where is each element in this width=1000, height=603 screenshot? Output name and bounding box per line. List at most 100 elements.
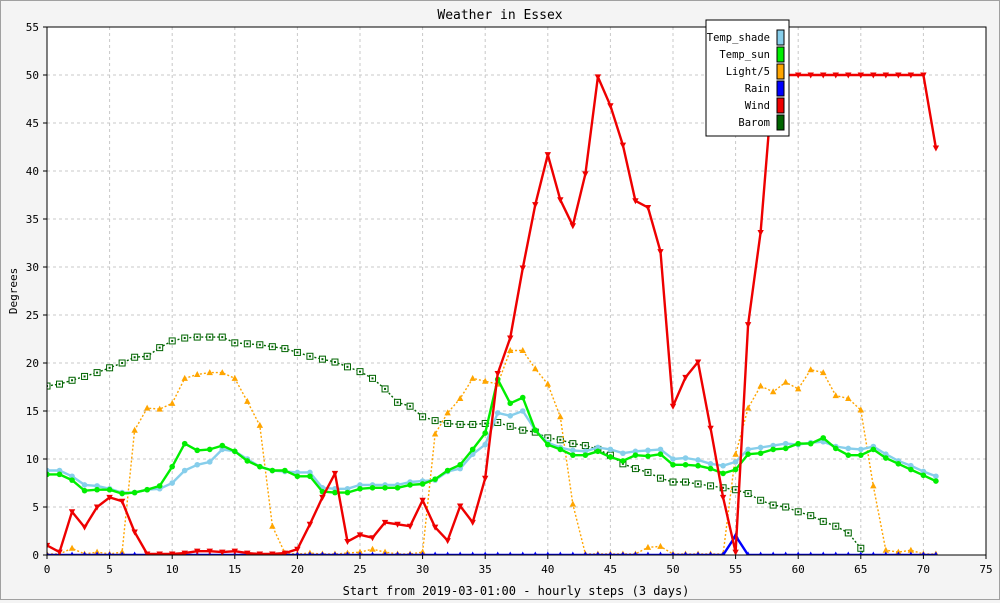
point-wind xyxy=(131,529,138,536)
point-barom-dot xyxy=(146,355,149,358)
point-temp-sun xyxy=(607,454,614,460)
point-light-5 xyxy=(744,404,752,411)
legend-label-light-5: Light/5 xyxy=(726,66,770,78)
point-barom-dot xyxy=(371,377,374,380)
point-light-5 xyxy=(882,546,890,553)
point-light-5 xyxy=(644,543,652,550)
point-barom-dot xyxy=(96,371,99,374)
point-wind xyxy=(544,152,551,159)
point-rain xyxy=(520,551,525,555)
point-wind xyxy=(68,509,76,516)
point-wind xyxy=(594,74,602,81)
point-barom-dot xyxy=(759,499,762,502)
point-wind xyxy=(431,524,439,531)
point-light-5 xyxy=(544,380,551,387)
point-wind xyxy=(294,546,301,553)
point-barom-dot xyxy=(571,442,574,445)
legend-swatch-rain xyxy=(776,80,785,97)
point-rain xyxy=(883,551,888,555)
point-rain xyxy=(708,551,713,555)
point-wind xyxy=(219,549,226,555)
x-tick-label: 65 xyxy=(854,563,867,576)
point-rain xyxy=(483,551,488,555)
point-rain xyxy=(95,551,99,555)
point-light-5 xyxy=(131,426,138,433)
point-wind xyxy=(507,335,514,342)
point-temp-sun xyxy=(119,490,125,497)
point-light-5 xyxy=(219,369,226,376)
point-temp-sun xyxy=(69,477,75,483)
point-wind xyxy=(244,550,251,555)
point-wind xyxy=(682,374,689,381)
point-wind xyxy=(394,521,401,528)
legend-label-temp-sun: Temp_sun xyxy=(719,49,770,61)
point-wind xyxy=(795,72,802,79)
point-wind xyxy=(619,142,627,149)
point-temp-shade xyxy=(933,473,939,480)
point-barom-dot xyxy=(221,336,224,339)
point-barom-dot xyxy=(659,477,662,480)
point-barom-dot xyxy=(271,345,274,348)
point-light-5 xyxy=(782,378,789,385)
point-rain xyxy=(333,551,337,555)
point-rain xyxy=(470,551,475,555)
point-temp-sun xyxy=(707,465,714,472)
point-temp-sun xyxy=(870,446,877,453)
point-barom-dot xyxy=(847,531,850,534)
point-barom-dot xyxy=(196,336,199,339)
point-barom-dot xyxy=(333,361,336,364)
y-tick-label: 25 xyxy=(26,309,39,322)
x-tick-label: 5 xyxy=(106,563,113,576)
x-tick-label: 45 xyxy=(604,563,617,576)
y-tick-label: 40 xyxy=(26,165,39,178)
point-temp-sun xyxy=(695,462,701,469)
point-rain xyxy=(658,551,663,555)
point-temp-sun xyxy=(457,461,463,468)
point-temp-sun xyxy=(732,466,739,473)
point-temp-sun xyxy=(632,452,639,458)
point-barom-dot xyxy=(346,365,349,368)
point-wind xyxy=(607,103,614,110)
point-barom-dot xyxy=(258,343,261,346)
legend-label-wind: Wind xyxy=(745,100,770,112)
point-temp-sun xyxy=(832,445,839,452)
point-temp-shade xyxy=(745,446,751,453)
point-wind xyxy=(306,521,314,528)
legend-swatch-barom xyxy=(776,114,785,131)
x-tick-label: 10 xyxy=(166,563,179,576)
point-light-5 xyxy=(832,392,839,399)
point-light-5 xyxy=(431,430,439,437)
point-rain xyxy=(570,551,575,555)
point-barom-dot xyxy=(496,421,499,424)
point-temp-sun xyxy=(745,451,751,458)
point-wind xyxy=(281,550,289,555)
point-temp-sun xyxy=(257,463,263,470)
point-temp-sun xyxy=(194,447,201,454)
point-rain xyxy=(783,551,788,555)
x-axis-label: Start from 2019-03-01:00 - hourly steps … xyxy=(343,584,690,598)
point-wind xyxy=(331,470,339,477)
legend-label-barom: Barom xyxy=(738,117,770,129)
point-rain xyxy=(746,551,750,555)
point-light-5 xyxy=(757,382,764,389)
point-light-5 xyxy=(820,369,827,376)
point-temp-shade xyxy=(206,459,213,465)
point-light-5 xyxy=(507,347,514,354)
point-light-5 xyxy=(870,482,877,489)
point-temp-sun xyxy=(357,485,363,492)
point-barom-dot xyxy=(283,347,286,350)
point-wind xyxy=(169,551,176,555)
y-tick-label: 45 xyxy=(26,117,39,130)
point-barom-dot xyxy=(646,471,649,474)
point-wind xyxy=(494,371,501,378)
point-temp-shade xyxy=(845,445,852,452)
point-wind xyxy=(569,223,577,230)
point-rain xyxy=(408,551,412,555)
point-temp-sun xyxy=(545,441,551,448)
y-tick-label: 30 xyxy=(26,261,39,274)
point-barom-dot xyxy=(396,401,399,404)
point-rain xyxy=(70,551,74,555)
point-temp-sun xyxy=(795,440,801,447)
